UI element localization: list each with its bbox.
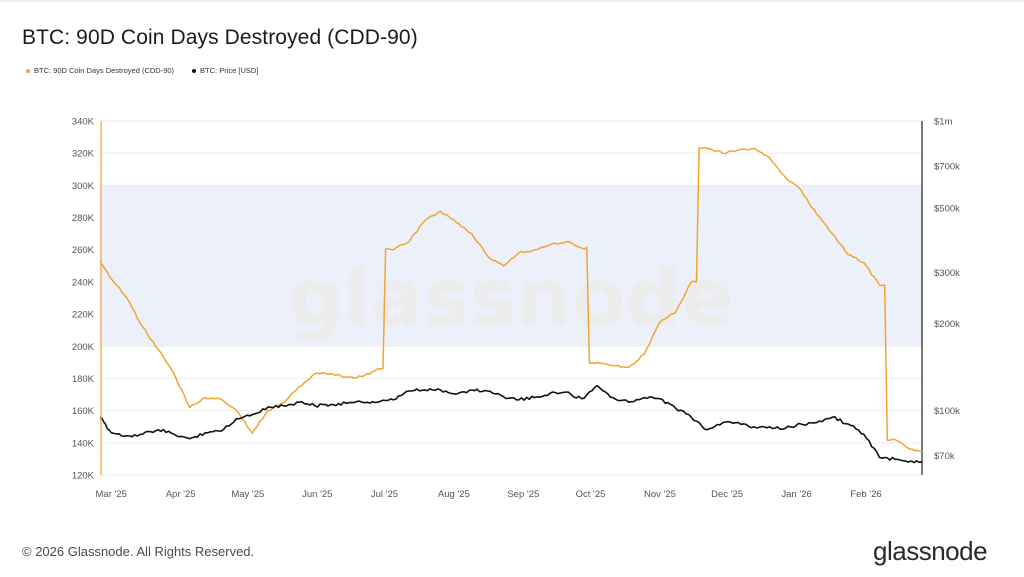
y-left-tick-label: 320K [72,149,95,160]
y-left-tick-label: 340K [72,117,95,128]
x-tick-label: Mar '25 [96,489,127,500]
highlight-band [100,185,922,347]
legend-label-cdd: BTC: 90D Coin Days Destroyed (CDD-90) [34,66,175,75]
legend-dot-price [192,68,197,73]
x-tick-label: Dec '25 [711,489,743,500]
x-tick-label: Jul '25 [371,489,398,500]
x-tick-label: Feb '26 [850,489,881,500]
series-line-cdd [99,146,923,453]
footer-copyright: © 2026 Glassnode. All Rights Reserved. [22,544,255,559]
x-tick-label: Sep '25 [507,489,539,500]
x-tick-label: Aug '25 [438,489,470,500]
y-right-tick-label: $300k [934,268,960,279]
footer-logo: glassnode [873,536,988,566]
y-left-tick-label: 260K [72,245,95,256]
x-tick-label: Nov '25 [644,489,676,500]
legend-label-price: BTC: Price [USD] [200,66,259,75]
y-right-tick-label: $100k [934,406,960,417]
chart-title: BTC: 90D Coin Days Destroyed (CDD-90) [22,26,418,49]
y-right-tick-label: $500k [934,204,960,215]
y-right-tick-label: $1m [934,117,953,128]
x-tick-label: Jun '25 [302,489,332,500]
legend-item-price[interactable]: BTC: Price [USD] [192,66,258,75]
y-left-tick-label: 120K [72,471,95,482]
y-left-tick-label: 200K [72,342,95,353]
y-left-tick-label: 300K [72,181,95,192]
y-left-tick-label: 240K [72,277,95,288]
y-left-tick-label: 280K [72,213,95,224]
legend-item-cdd[interactable]: BTC: 90D Coin Days Destroyed (CDD-90) [26,66,174,75]
legend-dot-cdd [26,68,30,73]
top-rule [0,0,1024,2]
series-line-price [99,384,923,464]
y-left-tick-label: 220K [72,310,95,321]
legend: BTC: 90D Coin Days Destroyed (CDD-90) BT… [26,66,258,75]
y-left-tick-label: 160K [72,406,95,417]
y-right-tick-label: $700k [934,161,960,172]
x-tick-label: Apr '25 [166,489,196,500]
y-right-tick-label: $200k [934,319,960,330]
x-tick-label: Jan '26 [781,489,811,500]
y-left-tick-label: 180K [72,374,95,385]
watermark: glassnode [288,254,734,344]
x-tick-label: Oct '25 [576,489,606,500]
y-left-tick-label: 140K [72,438,95,449]
x-tick-label: May '25 [231,489,264,500]
y-right-tick-label: $70k [934,451,955,462]
